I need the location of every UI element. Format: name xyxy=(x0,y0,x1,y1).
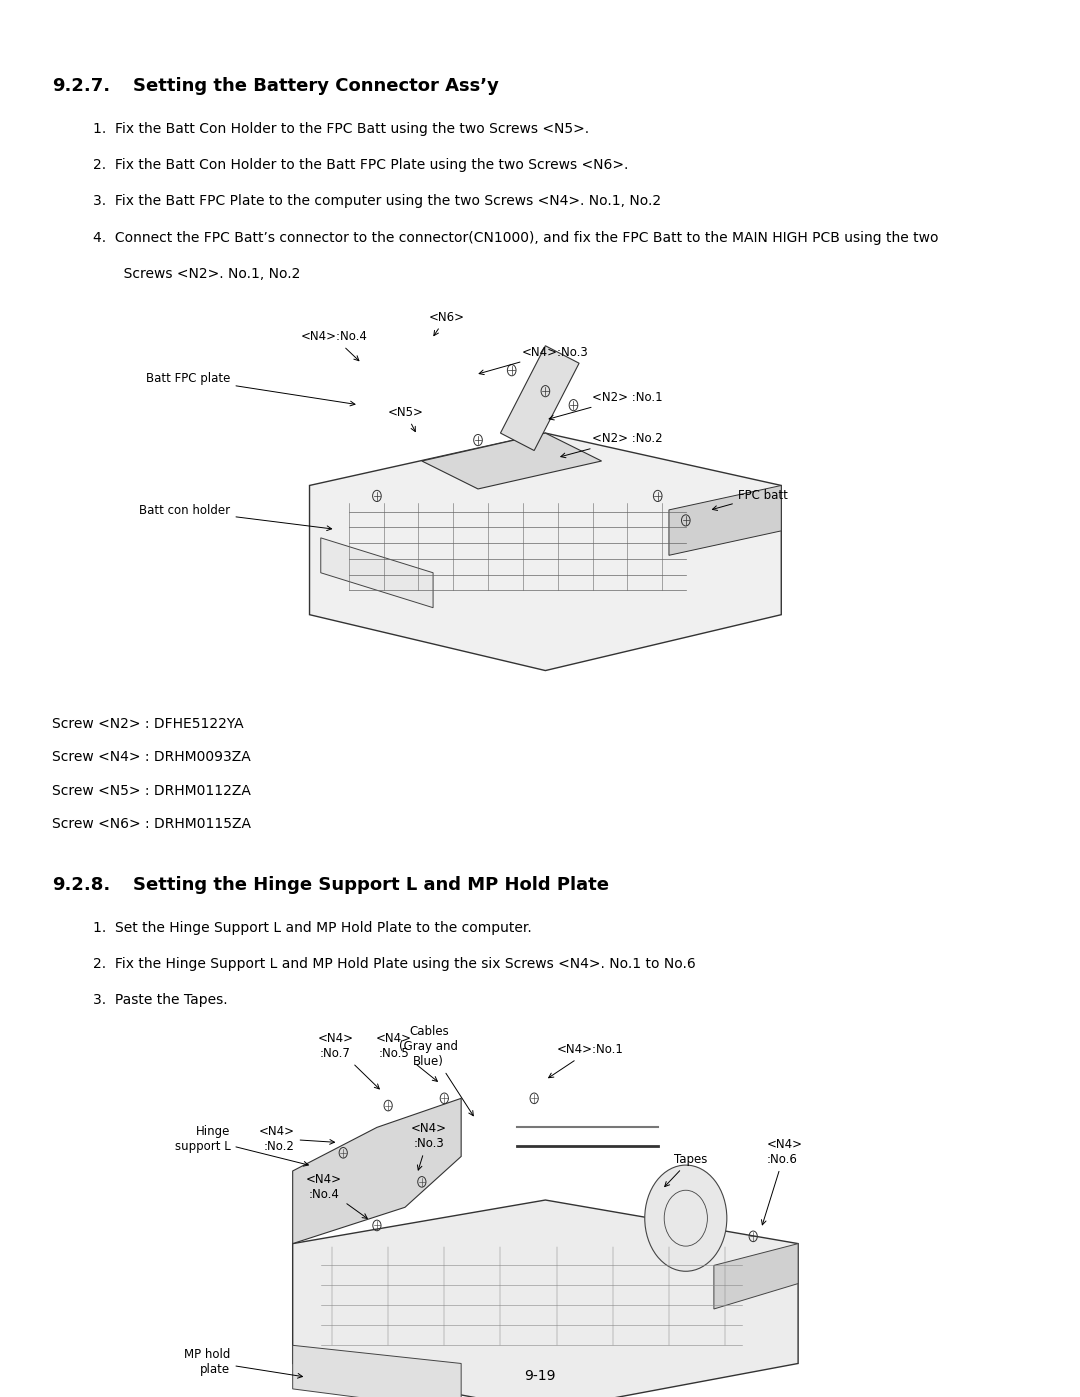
Polygon shape xyxy=(293,1200,798,1397)
Text: MP hold
plate: MP hold plate xyxy=(184,1348,302,1379)
Polygon shape xyxy=(310,433,781,671)
Text: 4.  Connect the FPC Batt’s connector to the connector(CN1000), and fix the FPC B: 4. Connect the FPC Batt’s connector to t… xyxy=(93,231,939,244)
Text: Screw <N5> : DRHM0112ZA: Screw <N5> : DRHM0112ZA xyxy=(52,784,251,798)
Text: Screw <N2> : DFHE5122YA: Screw <N2> : DFHE5122YA xyxy=(52,717,243,731)
Text: Batt FPC plate: Batt FPC plate xyxy=(146,372,355,407)
Text: <N4>:No.3: <N4>:No.3 xyxy=(480,345,589,374)
Text: <N4>
:No.5: <N4> :No.5 xyxy=(376,1032,437,1081)
Text: Cables
(Gray and
Blue): Cables (Gray and Blue) xyxy=(400,1025,473,1116)
Text: <N4>
:No.4: <N4> :No.4 xyxy=(306,1173,367,1218)
Polygon shape xyxy=(669,486,781,556)
Polygon shape xyxy=(293,1345,461,1397)
Text: <N4>
:No.3: <N4> :No.3 xyxy=(410,1122,447,1171)
Text: <N4>:No.1: <N4>:No.1 xyxy=(549,1044,624,1077)
Circle shape xyxy=(645,1165,727,1271)
Text: Screw <N4> : DRHM0093ZA: Screw <N4> : DRHM0093ZA xyxy=(52,750,251,764)
Text: <N2> :No.1: <N2> :No.1 xyxy=(549,391,663,420)
Text: <N4>:No.4: <N4>:No.4 xyxy=(300,331,367,360)
Text: 2.  Fix the Batt Con Holder to the Batt FPC Plate using the two Screws <N6>.: 2. Fix the Batt Con Holder to the Batt F… xyxy=(93,158,629,172)
Text: <N2> :No.2: <N2> :No.2 xyxy=(561,432,663,458)
Text: Setting the Hinge Support L and MP Hold Plate: Setting the Hinge Support L and MP Hold … xyxy=(133,876,609,894)
Polygon shape xyxy=(422,433,602,489)
Text: Setting the Battery Connector Ass’y: Setting the Battery Connector Ass’y xyxy=(133,77,499,95)
Text: Screw <N6> : DRHM0115ZA: Screw <N6> : DRHM0115ZA xyxy=(52,817,251,831)
Text: 9.2.8.: 9.2.8. xyxy=(52,876,110,894)
Polygon shape xyxy=(500,346,579,451)
Text: <N4>
:No.7: <N4> :No.7 xyxy=(318,1032,379,1088)
Polygon shape xyxy=(714,1243,798,1309)
Text: <N4>
:No.6: <N4> :No.6 xyxy=(761,1139,804,1225)
Text: Batt con holder: Batt con holder xyxy=(139,504,332,531)
Text: FPC batt: FPC batt xyxy=(713,489,787,510)
Text: 3.  Fix the Batt FPC Plate to the computer using the two Screws <N4>. No.1, No.2: 3. Fix the Batt FPC Plate to the compute… xyxy=(93,194,661,208)
Text: <N5>: <N5> xyxy=(388,407,423,432)
Text: 1.  Fix the Batt Con Holder to the FPC Batt using the two Screws <N5>.: 1. Fix the Batt Con Holder to the FPC Ba… xyxy=(93,122,589,136)
Text: <N4>
:No.2: <N4> :No.2 xyxy=(258,1125,335,1153)
Text: Tapes: Tapes xyxy=(664,1153,707,1186)
Text: Screws <N2>. No.1, No.2: Screws <N2>. No.1, No.2 xyxy=(93,267,300,281)
Text: 9.2.7.: 9.2.7. xyxy=(52,77,110,95)
Text: Hinge
support L: Hinge support L xyxy=(175,1125,309,1166)
Polygon shape xyxy=(293,1098,461,1243)
Text: 3.  Paste the Tapes.: 3. Paste the Tapes. xyxy=(93,993,228,1007)
Polygon shape xyxy=(321,538,433,608)
Text: 9-19: 9-19 xyxy=(524,1369,556,1383)
Text: 1.  Set the Hinge Support L and MP Hold Plate to the computer.: 1. Set the Hinge Support L and MP Hold P… xyxy=(93,921,531,935)
Text: <N6>: <N6> xyxy=(429,310,464,335)
Text: 2.  Fix the Hinge Support L and MP Hold Plate using the six Screws <N4>. No.1 to: 2. Fix the Hinge Support L and MP Hold P… xyxy=(93,957,696,971)
